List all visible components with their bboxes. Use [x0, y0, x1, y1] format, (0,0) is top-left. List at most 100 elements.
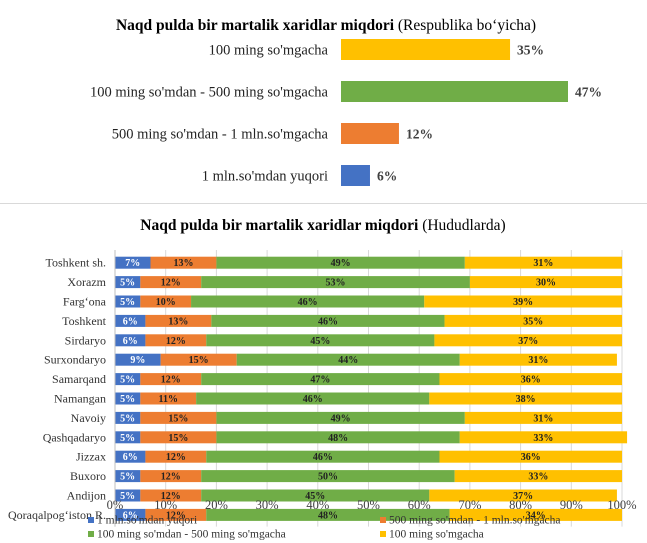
data-label: 48%: [328, 433, 348, 444]
stacked-bar-segment: [439, 373, 622, 386]
data-label: 46%: [313, 452, 333, 463]
data-label: 10%: [156, 297, 176, 308]
data-label: 33%: [533, 433, 553, 444]
legend-swatch: [380, 531, 386, 537]
stacked-bar-segment: [140, 392, 197, 405]
data-label: 12%: [166, 336, 186, 347]
regional-stacked-bar-chart: Naqd pulda bir martalik xaridlar miqdori…: [8, 217, 637, 541]
category-label: Samarqand: [52, 372, 106, 386]
stacked-bar-segment: [145, 334, 207, 347]
x-tick-label: 20%: [205, 498, 228, 512]
stacked-bar-segment: [191, 295, 425, 308]
data-label: 49%: [331, 258, 351, 269]
data-label: 46%: [318, 316, 338, 327]
stacked-bar-segment: [469, 276, 622, 289]
x-tick-label: 90%: [560, 498, 583, 512]
data-label: 13%: [173, 258, 193, 269]
value-label: 12%: [406, 127, 433, 142]
legend-swatch: [380, 517, 386, 523]
x-tick-label: 10%: [154, 498, 177, 512]
data-label: 6%: [123, 336, 138, 347]
data-label: 12%: [161, 375, 181, 386]
stacked-bar-segment: [115, 392, 141, 405]
category-label: Toshkent sh.: [46, 256, 107, 270]
data-label: 5%: [120, 375, 135, 386]
data-label: 7%: [125, 258, 140, 269]
data-label: 12%: [166, 452, 186, 463]
data-label: 12%: [161, 491, 181, 502]
stacked-bar-segment: [115, 470, 141, 483]
chart1-title-suffix: (Respublika bo‘yicha): [398, 17, 536, 34]
category-label: Namangan: [54, 392, 106, 406]
stacked-bar-segment: [160, 353, 237, 366]
data-label: 12%: [166, 510, 186, 521]
data-label: 5%: [120, 433, 135, 444]
stacked-bar-segment: [236, 353, 460, 366]
category-label: Farg‘ona: [63, 295, 107, 309]
category-label: Surxondaryo: [44, 353, 106, 367]
stacked-bar-segment: [429, 489, 617, 502]
category-label: 100 ming so'mdan - 500 ming so'mgacha: [90, 85, 329, 101]
bar: [341, 81, 568, 102]
stacked-bar-segment: [115, 256, 151, 269]
data-label: 15%: [189, 355, 209, 366]
stacked-bar-segment: [464, 411, 622, 424]
stacked-bar-segment: [115, 450, 146, 463]
legend-label: 500 ming so'mdan - 1 mln.so'mgacha: [389, 515, 561, 527]
data-label: 34%: [526, 510, 546, 521]
data-label: 30%: [536, 278, 556, 289]
stacked-bar-segment: [115, 353, 161, 366]
category-label: Andijon: [67, 489, 106, 503]
data-label: 53%: [326, 278, 346, 289]
data-label: 6%: [123, 452, 138, 463]
stacked-bar-segment: [140, 295, 192, 308]
data-label: 12%: [161, 472, 181, 483]
stacked-bar-segment: [145, 450, 207, 463]
data-label: 37%: [518, 336, 538, 347]
data-label: 48%: [318, 510, 338, 521]
stacked-bar-segment: [454, 470, 622, 483]
category-label: Buxoro: [70, 469, 106, 483]
value-label: 47%: [575, 85, 602, 100]
stacked-bar-segment: [201, 470, 455, 483]
chart2-title-main: Naqd pulda bir martalik xaridlar miqdori: [140, 217, 419, 234]
legend-swatch: [88, 517, 94, 523]
category-label: Toshkent: [62, 314, 106, 328]
stacked-bar-segment: [115, 431, 141, 444]
x-tick-label: 70%: [458, 498, 481, 512]
stacked-bar-segment: [216, 431, 460, 444]
category-label: Sirdaryo: [65, 333, 106, 347]
stacked-bar-segment: [206, 334, 435, 347]
data-label: 5%: [120, 394, 135, 405]
value-label: 6%: [377, 169, 397, 184]
data-label: 39%: [513, 297, 533, 308]
data-label: 5%: [120, 472, 135, 483]
stacked-bar-segment: [444, 314, 622, 327]
data-label: 37%: [513, 491, 533, 502]
chart2-title-suffix: (Hududlarda): [422, 217, 506, 234]
stacked-bar-segment: [459, 431, 628, 444]
stacked-bar-segment: [449, 508, 622, 521]
data-label: 45%: [305, 491, 325, 502]
stacked-bar-segment: [459, 353, 617, 366]
republic-bar-chart: Naqd pulda bir martalik xaridlar miqdori…: [90, 17, 602, 186]
stacked-bar-segment: [140, 489, 202, 502]
stacked-bar-segment: [216, 411, 465, 424]
stacked-bar-segment: [201, 276, 470, 289]
chart2-title: Naqd pulda bir martalik xaridlar miqdori…: [140, 217, 505, 234]
data-label: 31%: [533, 258, 553, 269]
stacked-bar-segment: [201, 489, 430, 502]
data-label: 47%: [310, 375, 330, 386]
stacked-bar-segment: [206, 450, 440, 463]
category-label: Xorazm: [67, 275, 106, 289]
category-label: 100 ming so'mgacha: [209, 43, 329, 59]
data-label: 38%: [516, 394, 536, 405]
data-label: 50%: [318, 472, 338, 483]
category-label: Navoiy: [71, 411, 106, 425]
stacked-bar-segment: [140, 411, 217, 424]
stacked-bar-segment: [201, 373, 440, 386]
category-label: Qashqadaryo: [43, 430, 106, 444]
data-label: 5%: [120, 491, 135, 502]
stacked-bar-segment: [206, 508, 450, 521]
data-label: 6%: [123, 510, 138, 521]
